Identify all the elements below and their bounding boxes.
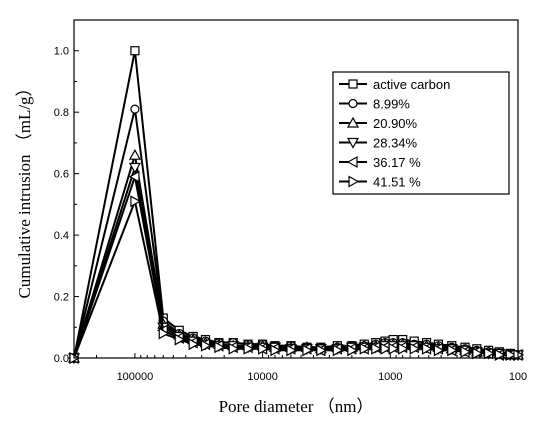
x-tick-label: 100000 [117, 371, 154, 383]
data-point [371, 342, 382, 355]
legend-marker [348, 98, 358, 109]
data-point [130, 104, 140, 114]
data-point [158, 327, 170, 340]
x-tick-label: 1000 [378, 371, 402, 383]
x-axis-title: Pore diameter （nm） [219, 397, 374, 416]
data-point [128, 170, 140, 183]
data-point [286, 344, 298, 357]
y-tick-label: 0.0 [54, 353, 69, 365]
data-point [214, 341, 226, 354]
data-point [128, 148, 141, 160]
data-point [460, 345, 472, 358]
data-point [302, 344, 314, 357]
data-point [270, 344, 282, 357]
y-tick-label: 0.4 [54, 230, 69, 242]
data-point [258, 342, 269, 355]
legend-entry: active carbon [339, 77, 450, 92]
data-point [421, 342, 433, 355]
y-tick-label: 0.6 [54, 169, 69, 181]
legend-entry: 36.17 % [339, 155, 421, 170]
legend-box [332, 71, 510, 195]
data-point [130, 195, 142, 208]
data-point [188, 338, 200, 351]
legend-marker [348, 79, 358, 89]
legend: active carbon 8.99% 20.90% 28.34% 36.17 % 41.… [332, 71, 510, 195]
data-point [347, 344, 359, 357]
data-point [174, 333, 186, 346]
legend-label: 8.99% [373, 97, 410, 112]
legend-marker [346, 116, 360, 128]
legend-marker [348, 175, 360, 188]
data-point [130, 46, 140, 56]
data-point [332, 344, 344, 357]
plot-frame [73, 19, 519, 359]
y-tick-label: 0.8 [54, 107, 69, 119]
data-point [388, 342, 400, 355]
legend-items: active carbon 8.99% 20.90% 28.34% 36.17 % 41.… [339, 77, 450, 190]
data-point [359, 342, 371, 355]
data-point [200, 339, 212, 352]
data-point [433, 344, 445, 357]
legend-entry: 8.99% [339, 97, 410, 112]
series-layer [67, 46, 525, 365]
data-point [483, 347, 495, 360]
data-point [409, 342, 421, 355]
x-tick-label: 100 [509, 371, 527, 383]
legend-entry: 20.90% [339, 116, 418, 131]
y-axis-title: Cumulative intrusion （mL/g） [15, 79, 34, 298]
data-point [228, 342, 240, 355]
legend-label: 28.34% [373, 136, 418, 151]
legend-label: 36.17 % [373, 155, 421, 170]
legend-marker [346, 137, 360, 149]
legend-label: 20.90% [373, 116, 418, 131]
data-point [447, 344, 459, 357]
x-tick-label: 10000 [247, 371, 278, 383]
data-point [128, 162, 141, 174]
legend-entry: 41.51 % [339, 175, 421, 190]
y-tick-label: 0.2 [54, 292, 69, 304]
legend-marker [346, 155, 358, 169]
series-6 [69, 195, 525, 365]
y-tick-label: 1.0 [54, 46, 69, 58]
data-point [316, 344, 328, 357]
legend-label: 41.51 % [373, 175, 421, 190]
data-point [243, 342, 255, 355]
data-point [380, 342, 392, 355]
data-point [472, 347, 484, 360]
axis-layer: 0.0 0.2 0.4 0.6 0.8 1.0 100000 10000 1000 100 [54, 19, 527, 383]
legend-label: active carbon [373, 77, 450, 92]
legend-entry: 28.34% [339, 136, 418, 151]
series-line [73, 200, 518, 359]
series-line [73, 175, 518, 359]
data-point [398, 342, 409, 355]
series-line [73, 166, 518, 359]
